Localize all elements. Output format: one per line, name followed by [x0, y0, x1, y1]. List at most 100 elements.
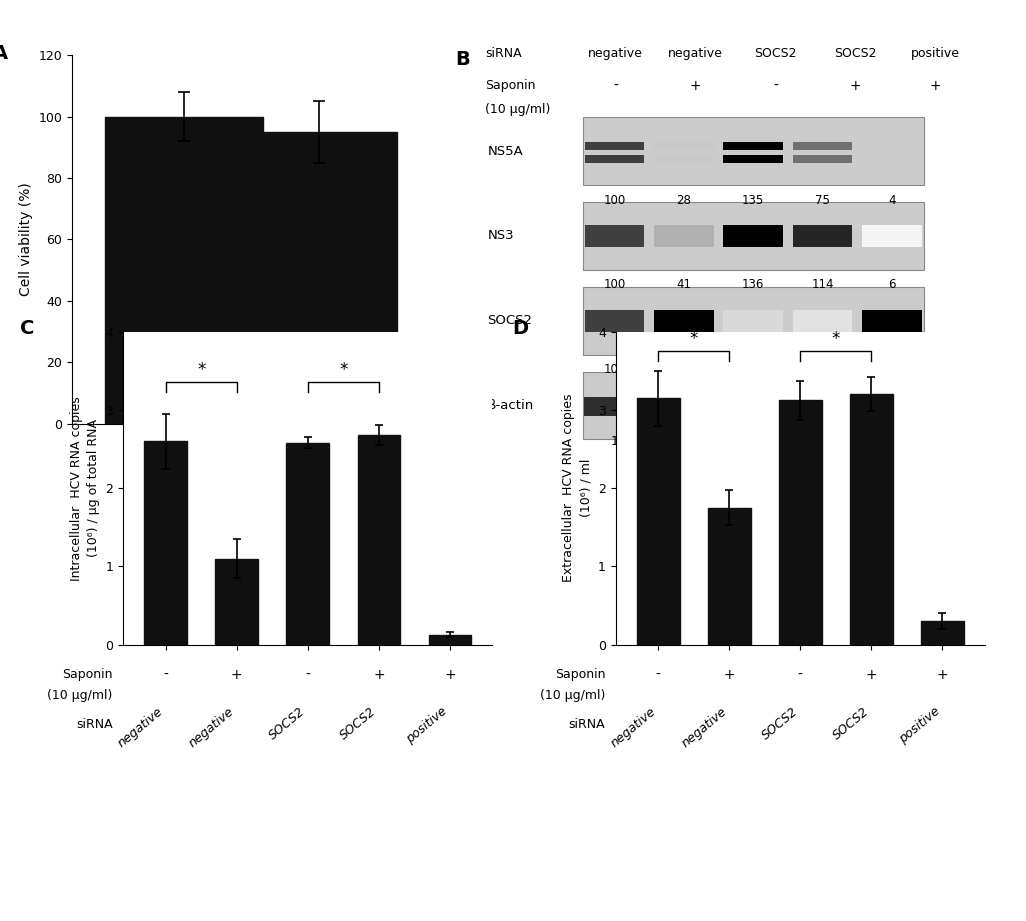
- Text: -: -: [306, 668, 310, 682]
- Bar: [654, 225, 714, 247]
- Text: 20: 20: [746, 363, 760, 376]
- Text: 3: 3: [749, 435, 757, 448]
- Text: siRNA: siRNA: [568, 718, 605, 731]
- Text: Saponin: Saponin: [485, 79, 536, 92]
- Text: (10 μg/ml): (10 μg/ml): [540, 689, 605, 702]
- Text: 114: 114: [812, 278, 834, 291]
- Bar: [850, 394, 893, 645]
- Text: +: +: [850, 78, 862, 93]
- Text: -: -: [656, 668, 661, 682]
- Y-axis label: Intracellular  HCV RNA copies
(10⁶) / μg of total RNA: Intracellular HCV RNA copies (10⁶) / μg …: [70, 396, 100, 580]
- Bar: [654, 155, 714, 163]
- Text: (10 μg/ml): (10 μg/ml): [47, 689, 113, 702]
- Bar: [708, 507, 751, 645]
- Bar: [357, 435, 400, 645]
- Text: negative: negative: [116, 705, 166, 750]
- Bar: [286, 443, 329, 645]
- Text: 176: 176: [673, 363, 696, 376]
- Text: 28: 28: [676, 193, 692, 206]
- Text: siRNA: siRNA: [485, 47, 521, 60]
- Text: +: +: [930, 78, 942, 93]
- Text: 100: 100: [603, 278, 626, 291]
- Text: positive: positive: [911, 47, 960, 60]
- Text: A: A: [0, 44, 8, 64]
- Text: negative: negative: [679, 705, 729, 750]
- Bar: [793, 142, 853, 150]
- Text: +: +: [866, 668, 877, 682]
- Text: 75: 75: [816, 193, 830, 206]
- Bar: [637, 398, 679, 645]
- Text: -: -: [798, 668, 802, 682]
- Text: B: B: [456, 50, 470, 68]
- Text: NS5A: NS5A: [487, 145, 523, 157]
- Text: +: +: [937, 668, 948, 682]
- Text: 136: 136: [742, 278, 764, 291]
- Text: -: -: [614, 78, 618, 93]
- Y-axis label: Cell viability (%): Cell viability (%): [18, 182, 33, 297]
- Text: +: +: [723, 668, 735, 682]
- Text: -: -: [774, 78, 778, 93]
- Bar: [429, 635, 471, 645]
- Bar: [723, 142, 783, 150]
- Bar: [654, 142, 714, 150]
- Bar: [861, 397, 923, 416]
- Bar: [585, 225, 644, 247]
- Text: (10 μg/ml): (10 μg/ml): [485, 102, 550, 115]
- Text: positive: positive: [897, 705, 942, 746]
- Bar: [793, 155, 853, 163]
- Text: negative: negative: [668, 47, 723, 60]
- Bar: [792, 397, 854, 416]
- Text: 100: 100: [603, 363, 626, 376]
- Bar: [862, 309, 921, 332]
- Text: 15: 15: [816, 363, 830, 376]
- Text: *: *: [197, 361, 205, 379]
- Text: SOCS2: SOCS2: [759, 705, 800, 742]
- Bar: [585, 155, 644, 163]
- Text: +: +: [444, 668, 456, 682]
- Text: 4: 4: [819, 435, 827, 448]
- Text: SOCS2: SOCS2: [267, 705, 308, 742]
- Bar: [779, 401, 822, 645]
- Text: 174: 174: [880, 363, 903, 376]
- Bar: [793, 309, 853, 332]
- Text: D: D: [512, 319, 528, 338]
- Text: *: *: [689, 330, 698, 348]
- Text: C: C: [19, 319, 34, 338]
- Bar: [215, 558, 259, 645]
- Text: negative: negative: [187, 705, 237, 750]
- Text: 2: 2: [680, 435, 687, 448]
- Text: NS3: NS3: [487, 229, 514, 242]
- Text: +: +: [689, 78, 702, 93]
- Bar: [583, 371, 924, 439]
- Text: negative: negative: [588, 47, 643, 60]
- Text: 1: 1: [610, 435, 619, 448]
- Text: Saponin: Saponin: [555, 668, 605, 681]
- Bar: [862, 225, 921, 247]
- Bar: [653, 397, 715, 416]
- Text: negative: negative: [608, 705, 659, 750]
- Bar: [723, 155, 783, 163]
- Text: SOCS2: SOCS2: [834, 47, 877, 60]
- Y-axis label: Extracellular  HCV RNA copies
(10⁶) / ml: Extracellular HCV RNA copies (10⁶) / ml: [562, 394, 592, 582]
- Bar: [921, 622, 963, 645]
- Text: +: +: [373, 668, 385, 682]
- Text: 6: 6: [889, 278, 896, 291]
- Bar: [585, 142, 644, 150]
- Text: 100: 100: [603, 193, 626, 206]
- Text: positive: positive: [404, 705, 449, 746]
- Bar: [583, 117, 924, 185]
- Text: -: -: [163, 668, 168, 682]
- Bar: [145, 441, 187, 645]
- Text: SOCS2: SOCS2: [830, 705, 871, 742]
- Text: SOCS2: SOCS2: [754, 47, 797, 60]
- Text: *: *: [340, 361, 348, 379]
- Bar: [106, 117, 263, 424]
- Text: SOCS2: SOCS2: [487, 314, 532, 327]
- Text: 135: 135: [742, 193, 764, 206]
- Bar: [793, 225, 853, 247]
- Bar: [240, 132, 397, 424]
- Text: β-actin: β-actin: [487, 399, 534, 412]
- Text: 41: 41: [676, 278, 692, 291]
- Bar: [584, 397, 645, 416]
- Text: siRNA: siRNA: [231, 475, 272, 489]
